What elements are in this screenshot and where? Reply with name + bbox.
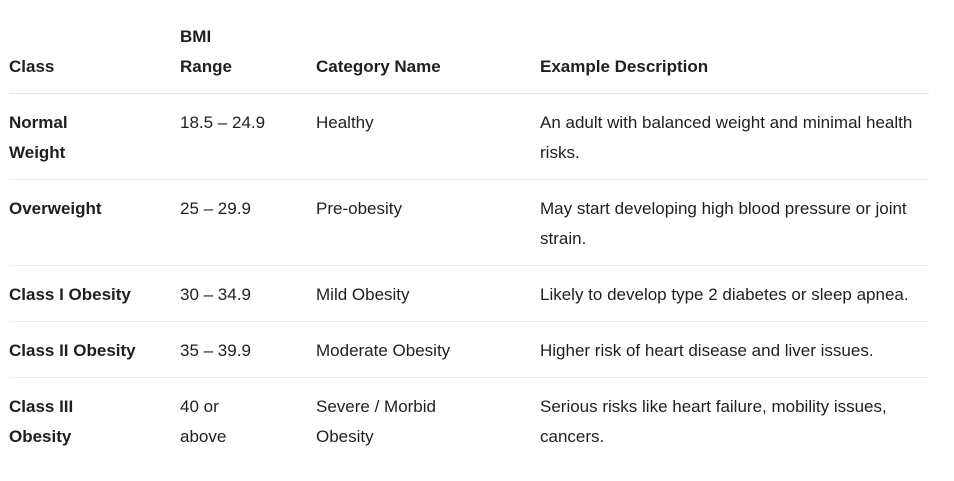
bmi-classification-table: Class BMI Range Category Name Example De…: [9, 22, 929, 463]
cell-category-name: Severe / Morbid Obesity: [316, 397, 436, 446]
table-row-class-iii-obesity: Class III Obesity 40 or above Severe / M…: [9, 378, 929, 464]
cell-class: Normal Weight: [9, 113, 68, 162]
table-row-normal-weight: Normal Weight 18.5 – 24.9 Healthy An adu…: [9, 94, 929, 180]
cell-class: Class II Obesity: [9, 341, 136, 360]
header-class: Class: [9, 57, 55, 76]
cell-bmi-range: 35 – 39.9: [180, 341, 251, 360]
header-row: Class BMI Range Category Name Example De…: [9, 22, 929, 94]
header-bmi-range-line2: Range: [180, 57, 232, 76]
cell-example-description: Higher risk of heart disease and liver i…: [540, 341, 874, 360]
cell-bmi-range: 30 – 34.9: [180, 285, 251, 304]
header-bmi-range: BMI Range: [180, 22, 316, 94]
cell-class: Overweight: [9, 199, 102, 218]
cell-example-description: May start developing high blood pressure…: [540, 199, 907, 248]
table-row-class-ii-obesity: Class II Obesity 35 – 39.9 Moderate Obes…: [9, 322, 929, 378]
cell-class: Class III Obesity: [9, 397, 74, 446]
table-body: Normal Weight 18.5 – 24.9 Healthy An adu…: [9, 94, 929, 464]
table-row-class-i-obesity: Class I Obesity 30 – 34.9 Mild Obesity L…: [9, 266, 929, 322]
cell-bmi-range: 18.5 – 24.9: [180, 113, 266, 132]
table-header: Class BMI Range Category Name Example De…: [9, 22, 929, 94]
cell-bmi-range: 25 – 29.9: [180, 199, 251, 218]
cell-example-description: Serious risks like heart failure, mobili…: [540, 397, 887, 446]
cell-class: Class I Obesity: [9, 285, 131, 304]
bmi-classification-table-container: Class BMI Range Category Name Example De…: [9, 22, 929, 463]
cell-category-name: Pre-obesity: [316, 199, 402, 218]
header-example-description: Example Description: [540, 57, 709, 76]
cell-category-name: Moderate Obesity: [316, 341, 451, 360]
cell-bmi-range: 40 or above: [180, 397, 227, 446]
cell-example-description: Likely to develop type 2 diabetes or sle…: [540, 285, 909, 304]
cell-category-name: Mild Obesity: [316, 285, 410, 304]
cell-category-name: Healthy: [316, 113, 374, 132]
header-bmi-range-line1: BMI: [180, 27, 212, 46]
header-category-name: Category Name: [316, 57, 441, 76]
table-row-overweight: Overweight 25 – 29.9 Pre-obesity May sta…: [9, 180, 929, 266]
cell-example-description: An adult with balanced weight and minima…: [540, 113, 913, 162]
